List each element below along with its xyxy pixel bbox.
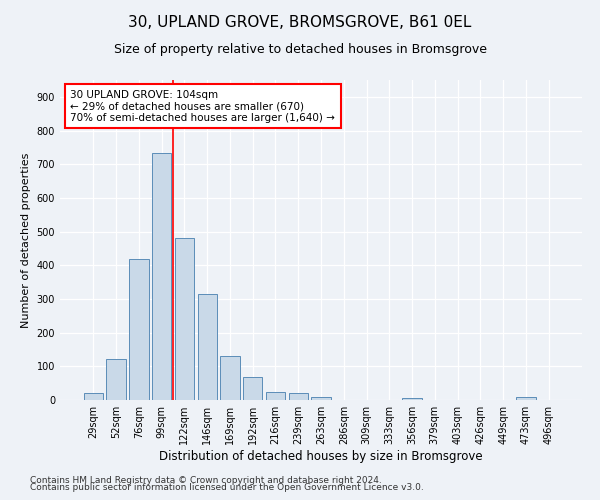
- Bar: [403, 398, 422, 400]
- Text: 30 UPLAND GROVE: 104sqm
← 29% of detached houses are smaller (670)
70% of semi-d: 30 UPLAND GROVE: 104sqm ← 29% of detache…: [70, 90, 335, 123]
- Bar: [266, 392, 285, 400]
- Text: Contains HM Land Registry data © Crown copyright and database right 2024.: Contains HM Land Registry data © Crown c…: [30, 476, 382, 485]
- Bar: [152, 153, 172, 400]
- Bar: [243, 377, 262, 400]
- Bar: [175, 238, 194, 400]
- Bar: [106, 359, 126, 400]
- Text: Size of property relative to detached houses in Bromsgrove: Size of property relative to detached ho…: [113, 42, 487, 56]
- Text: 30, UPLAND GROVE, BROMSGROVE, B61 0EL: 30, UPLAND GROVE, BROMSGROVE, B61 0EL: [128, 15, 472, 30]
- Bar: [129, 259, 149, 400]
- Bar: [220, 356, 239, 400]
- Bar: [84, 394, 103, 400]
- Y-axis label: Number of detached properties: Number of detached properties: [21, 152, 31, 328]
- Text: Contains public sector information licensed under the Open Government Licence v3: Contains public sector information licen…: [30, 484, 424, 492]
- Bar: [516, 398, 536, 400]
- Bar: [289, 392, 308, 400]
- Bar: [311, 396, 331, 400]
- Bar: [197, 294, 217, 400]
- X-axis label: Distribution of detached houses by size in Bromsgrove: Distribution of detached houses by size …: [159, 450, 483, 463]
